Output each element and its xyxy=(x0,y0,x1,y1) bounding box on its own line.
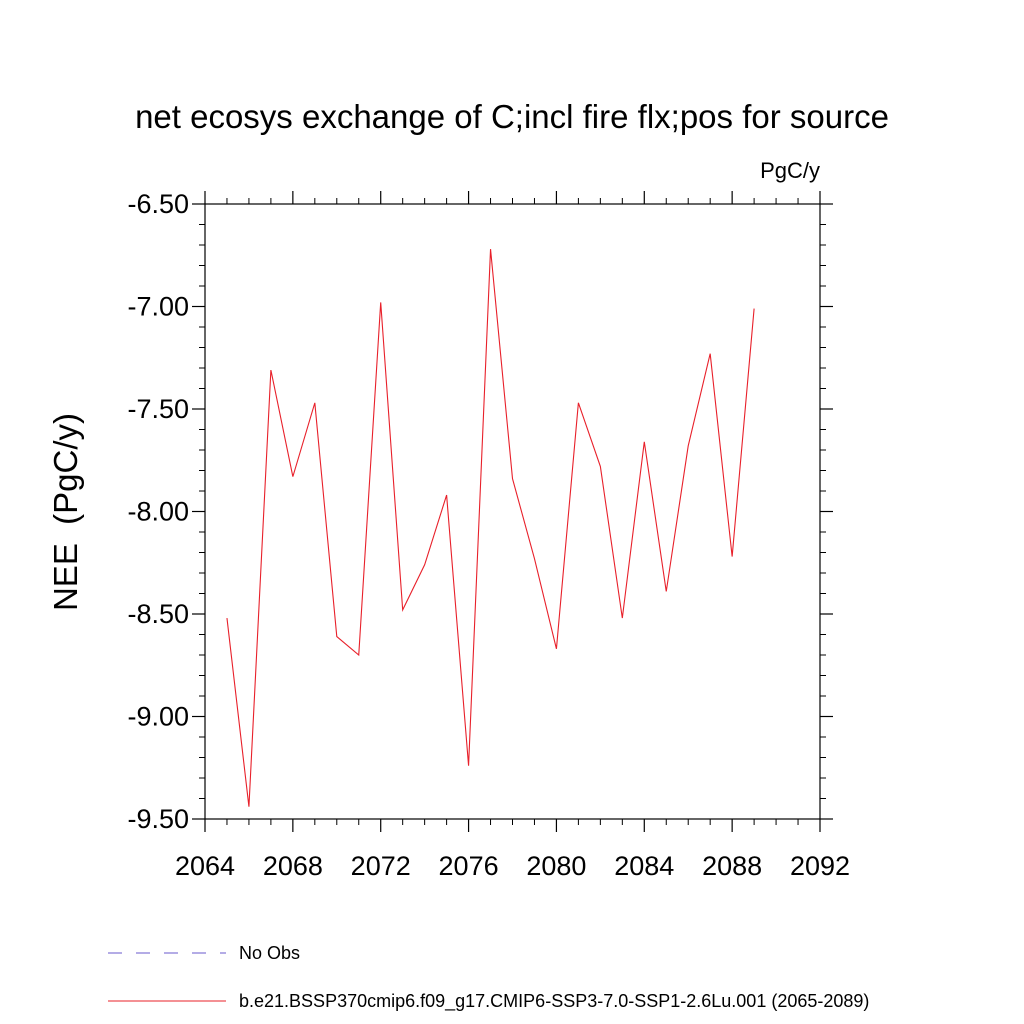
x-tick-label: 2068 xyxy=(263,851,323,881)
y-tick-label: -8.00 xyxy=(127,497,189,527)
y-tick-label: -7.50 xyxy=(127,394,189,424)
y-tick-label: -9.50 xyxy=(127,804,189,834)
x-tick-label: 2092 xyxy=(790,851,850,881)
y-tick-label: -6.50 xyxy=(127,189,189,219)
axis-ticks xyxy=(192,191,833,832)
series-line-1 xyxy=(226,249,755,807)
legend-label-no-obs: No Obs xyxy=(239,943,301,963)
x-tick-label: 2072 xyxy=(351,851,411,881)
x-tick-label: 2080 xyxy=(526,851,586,881)
tick-labels: 2064 2068 2072 2076 2080 2084 2088 2092 -9.50 -9.… xyxy=(127,189,850,881)
x-tick-label: 2084 xyxy=(614,851,674,881)
x-tick-label: 2064 xyxy=(175,851,235,881)
x-tick-label: 2076 xyxy=(439,851,499,881)
chart-title: net ecosys exchange of C;incl fire flx;p… xyxy=(135,98,889,135)
legend-label-model-run: b.e21.BSSP370cmip6.f09_g17.CMIP6-SSP3-7.… xyxy=(239,991,870,1011)
y-tick-label: -8.50 xyxy=(127,599,189,629)
x-tick-label: 2088 xyxy=(702,851,762,881)
legend xyxy=(108,952,226,1002)
series-lines xyxy=(226,249,755,807)
plot-frame xyxy=(204,203,821,820)
y-tick-label: -9.00 xyxy=(127,702,189,732)
units-label: PgC/y xyxy=(760,158,820,183)
y-tick-label: -7.00 xyxy=(127,292,189,322)
